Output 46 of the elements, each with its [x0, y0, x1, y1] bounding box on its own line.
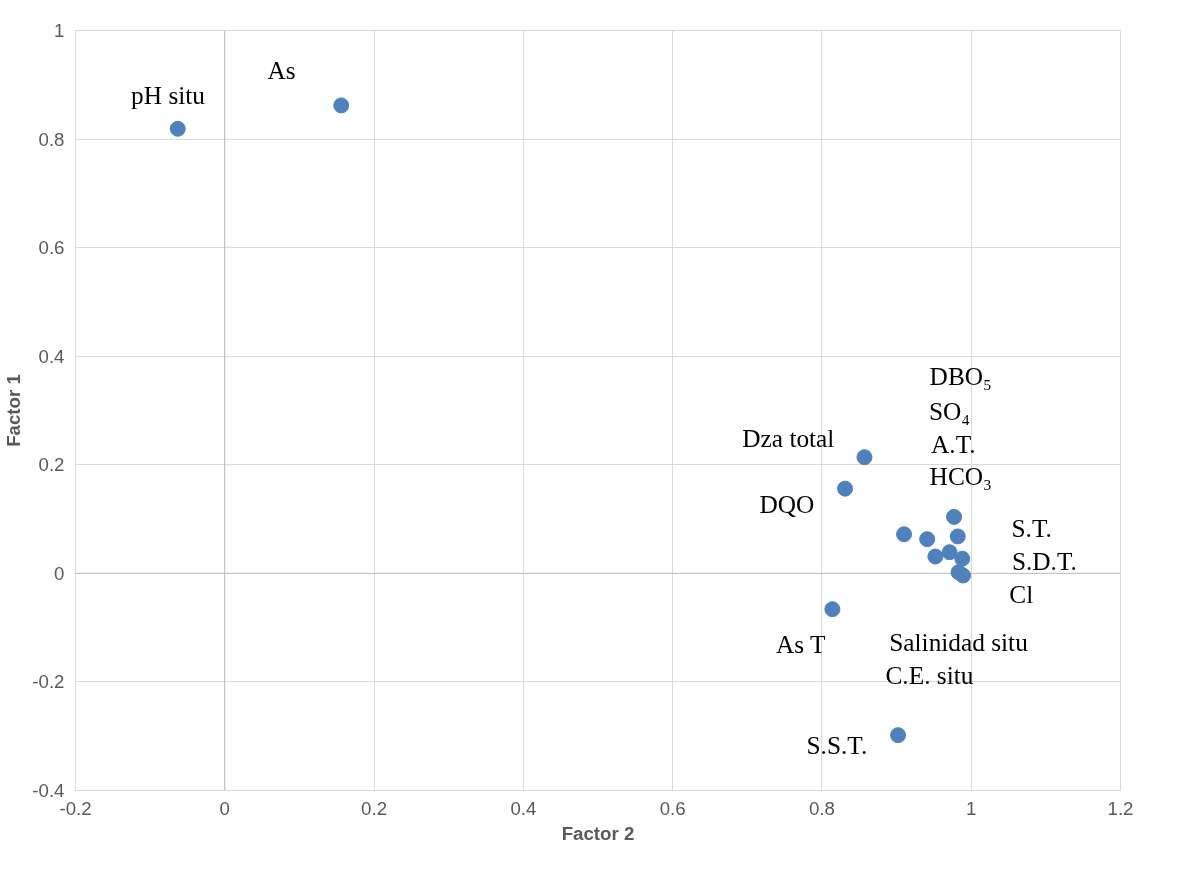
x-tick-label: 0 [219, 797, 230, 819]
annotation: pH situ [131, 81, 206, 110]
point [333, 97, 350, 114]
annotation: S.S.T. [806, 730, 868, 759]
y-tick-label: 0.4 [38, 345, 65, 367]
y-tick-label: -0.2 [32, 671, 65, 693]
y-tick-label: 0.6 [38, 237, 65, 259]
y-tick-label: 0.8 [38, 128, 65, 150]
point [927, 548, 944, 565]
annotation: Salinidad situ [889, 627, 1029, 656]
y-axis-title: Factor 1 [3, 374, 25, 447]
y-tick-label: 0 [54, 562, 65, 584]
annotation: DBO₅ [929, 362, 992, 391]
y-tick-label: -0.4 [32, 780, 65, 801]
point [837, 480, 854, 497]
annotation: DQO [759, 490, 815, 519]
annotation: S.T. [1011, 513, 1052, 542]
point [890, 727, 907, 744]
point [824, 601, 841, 618]
x-tick-label: 1.2 [1107, 797, 1134, 819]
x-tick-label: 1 [966, 797, 977, 819]
annotation: HCO₃ [929, 461, 992, 490]
point [919, 531, 936, 548]
point [941, 544, 958, 561]
x-tick-label: 0.2 [361, 797, 388, 819]
x-tick-label: 0.4 [510, 797, 537, 819]
point [856, 449, 873, 466]
x-axis-title: Factor 2 [561, 822, 635, 844]
point [955, 567, 971, 584]
annotation: As T [776, 630, 827, 659]
x-tick-label: 0.6 [659, 797, 686, 819]
y-tick-label: 0.2 [38, 454, 65, 476]
annotation: Cl [1009, 579, 1034, 608]
annotation: A.T. [931, 429, 976, 458]
x-tick-label: 0.8 [808, 797, 835, 819]
point [954, 550, 971, 567]
point [946, 508, 963, 525]
annotation: As [267, 55, 296, 84]
annotation: Dza total [742, 423, 835, 452]
annotation: S.D.T. [1011, 546, 1077, 575]
point [169, 120, 186, 137]
annotation: SO₄ [928, 396, 971, 425]
point [896, 526, 913, 543]
annotation: C.E. situ [885, 660, 974, 689]
point [949, 528, 966, 545]
y-tick-label: 1 [54, 20, 65, 41]
